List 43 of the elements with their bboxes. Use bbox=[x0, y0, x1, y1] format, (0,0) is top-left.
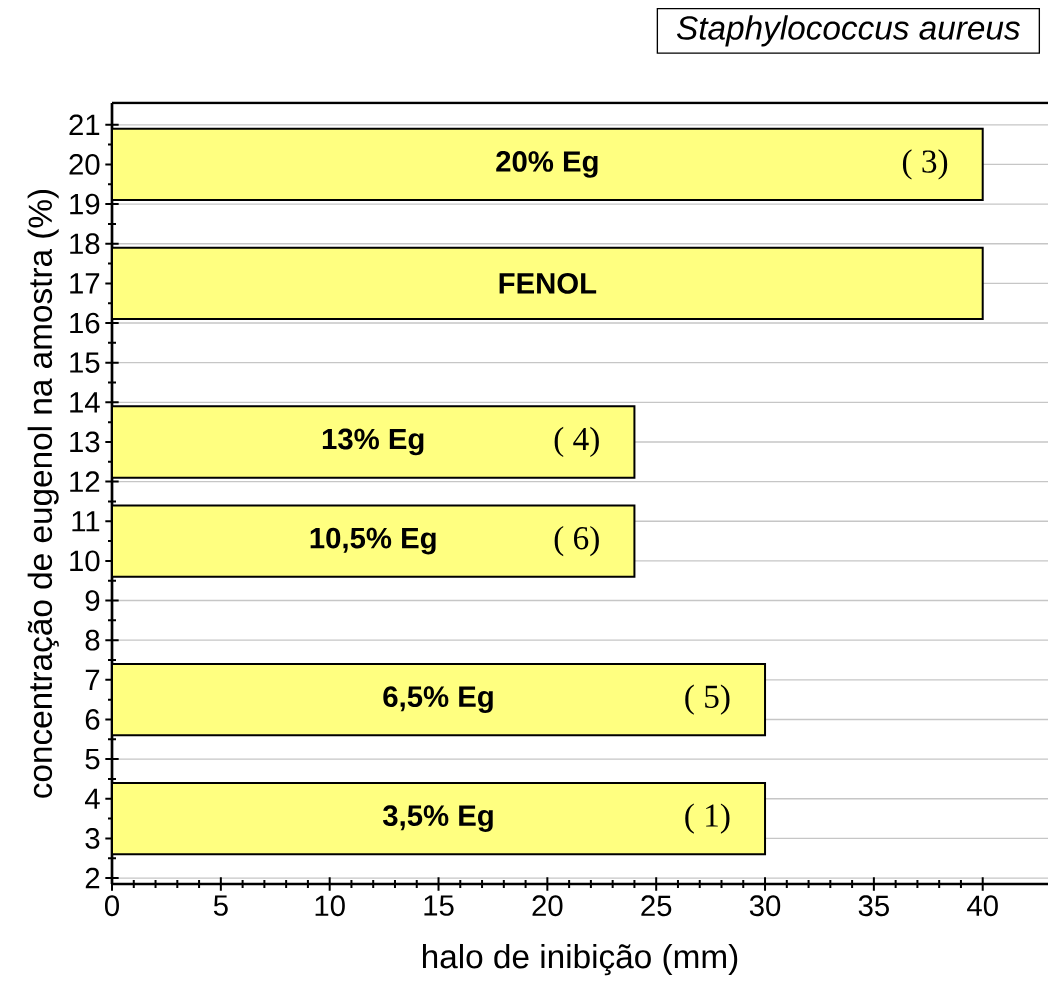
series-label: 3,5% Eg bbox=[382, 805, 493, 832]
y-tick-label: 17 bbox=[70, 273, 100, 294]
y-tick-label: 9 bbox=[85, 590, 100, 611]
y-axis-title: concentração de eugenol na amostra (%) bbox=[27, 189, 59, 798]
x-tick-label: 15 bbox=[424, 895, 454, 916]
x-tick-label: 0 bbox=[105, 895, 120, 917]
annotation: ( 5) bbox=[685, 684, 730, 715]
y-tick-label: 4 bbox=[84, 788, 100, 809]
series-label: 20% Eg bbox=[496, 151, 598, 178]
annotation: ( 6) bbox=[554, 525, 599, 557]
x-tick-label: 20 bbox=[532, 895, 563, 917]
annotation: ( 3) bbox=[902, 149, 948, 180]
y-tick-label: 20 bbox=[69, 154, 100, 175]
x-tick-label: 10 bbox=[315, 895, 345, 917]
series-label: 6,5% Eg bbox=[383, 686, 493, 713]
x-tick-label: 35 bbox=[858, 895, 889, 917]
y-tick-label: 21 bbox=[69, 114, 100, 136]
y-tick-label: 2 bbox=[85, 867, 100, 889]
x-tick-label: 30 bbox=[749, 895, 781, 917]
y-tick-label: 11 bbox=[72, 511, 100, 532]
y-tick-label: 7 bbox=[85, 669, 100, 690]
y-tick-label: 3 bbox=[85, 828, 100, 849]
y-tick-label: 10 bbox=[70, 550, 100, 572]
chart-title: Staphylococcus aureus bbox=[676, 15, 1020, 47]
y-tick-label: 8 bbox=[85, 629, 100, 651]
x-axis-title: halo de inibição (mm) bbox=[423, 943, 738, 976]
y-tick-label: 12 bbox=[70, 471, 100, 492]
y-tick-label: 13 bbox=[70, 431, 100, 453]
series-label: 10,5% Eg bbox=[310, 527, 436, 555]
y-tick-label: 5 bbox=[85, 748, 100, 770]
y-tick-label: 16 bbox=[70, 312, 100, 334]
x-tick-label: 5 bbox=[213, 895, 228, 916]
annotation: ( 1) bbox=[685, 803, 730, 834]
y-tick-label: 15 bbox=[70, 352, 100, 373]
series-label: 13% Eg bbox=[322, 428, 424, 456]
y-tick-label: 19 bbox=[70, 193, 100, 215]
x-tick-label: 40 bbox=[967, 895, 998, 917]
y-tick-label: 18 bbox=[70, 233, 100, 255]
y-tick-label: 14 bbox=[70, 392, 100, 413]
series-label: FENOL bbox=[499, 272, 597, 294]
y-tick-label: 6 bbox=[85, 709, 100, 730]
annotation: ( 4) bbox=[554, 426, 599, 458]
x-tick-label: 25 bbox=[641, 895, 672, 917]
